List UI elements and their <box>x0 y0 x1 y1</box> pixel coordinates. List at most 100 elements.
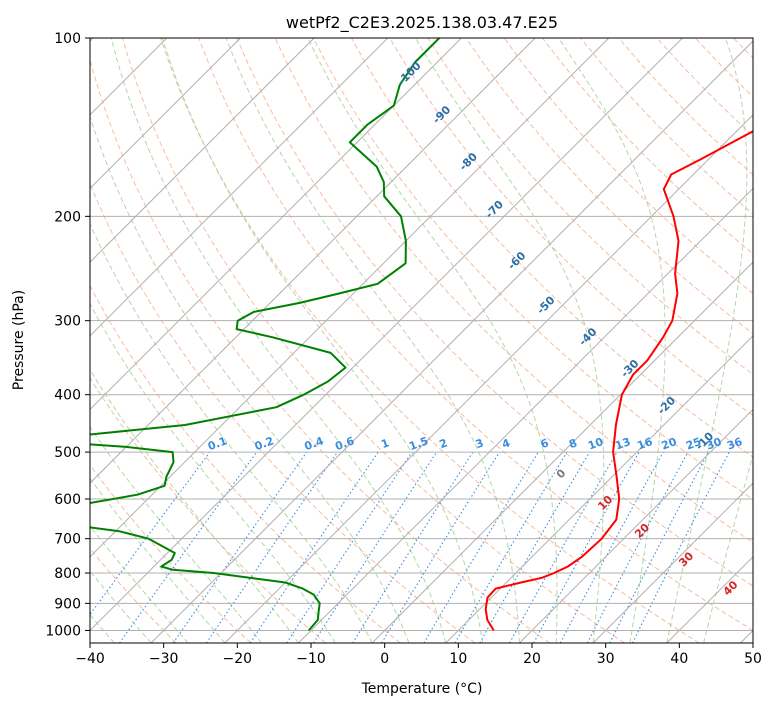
mixing-ratio-label: 6 <box>539 436 551 451</box>
mixing-ratio-line <box>533 451 640 643</box>
isotherm <box>298 187 753 643</box>
dry-adiabat <box>312 38 753 500</box>
mixing-ratio-label: 36 <box>725 435 744 453</box>
y-tick-label: 800 <box>54 566 81 582</box>
isotherm <box>90 38 462 411</box>
dry-adiabat <box>427 38 753 375</box>
y-tick-label: 400 <box>54 388 81 404</box>
y-axis-label: Pressure (hPa) <box>11 290 27 390</box>
x-tick-label: −20 <box>223 651 253 667</box>
isotherm <box>90 38 389 337</box>
mixing-ratio-label: 1.5 <box>407 434 430 453</box>
isotherm <box>90 38 241 190</box>
x-tick-label: 30 <box>597 651 615 667</box>
mixing-ratio-line <box>205 451 338 643</box>
moist-adiabat <box>225 38 520 643</box>
x-axis-label: Temperature (°C) <box>361 681 483 697</box>
y-tick-label: 600 <box>54 492 81 508</box>
dry-adiabat <box>90 463 252 643</box>
moist-adiabat <box>703 452 753 643</box>
moist-adiabat <box>307 38 558 643</box>
dewpoint-line <box>90 38 441 632</box>
x-tick-label: −40 <box>75 651 105 667</box>
temperature-line <box>484 130 753 631</box>
moist-adiabat <box>161 38 484 643</box>
isotherm <box>445 335 753 643</box>
dry-adiabat <box>90 58 550 643</box>
mixing-ratio-label: 2 <box>438 436 450 451</box>
mixing-ratio-label: 25 <box>684 435 703 452</box>
dry-adiabat <box>121 38 625 643</box>
moist-adiabat <box>90 302 336 643</box>
x-tick-label: 40 <box>670 651 688 667</box>
y-tick-label: 900 <box>54 596 81 612</box>
mixing-ratio-line <box>352 451 474 643</box>
y-tick-label: 200 <box>54 209 81 225</box>
mixing-ratio-label: 3 <box>474 436 486 451</box>
moist-adiabat <box>558 38 666 643</box>
x-tick-label: −30 <box>149 651 179 667</box>
mixing-ratio-label: 0.2 <box>253 434 276 453</box>
isotherm <box>224 114 753 643</box>
dry-adiabat <box>90 377 326 643</box>
mixing-ratio-label: 4 <box>500 436 512 451</box>
dry-adiabat <box>198 38 753 631</box>
background-lines <box>90 38 753 643</box>
isotherm <box>371 261 753 643</box>
mixing-ratio-line <box>286 451 413 643</box>
mixing-ratio-label: 0.1 <box>206 434 229 453</box>
isotherm <box>90 38 536 484</box>
y-tick-label: 700 <box>54 532 81 548</box>
mixing-ratio-label: 13 <box>613 435 632 452</box>
mixing-ratio-label: 0.4 <box>303 434 326 453</box>
y-tick-label: 1000 <box>45 623 81 639</box>
moist-adiabat <box>90 477 226 643</box>
y-tick-label: 300 <box>54 314 81 330</box>
x-tick-label: 50 <box>744 651 762 667</box>
dry-adiabat <box>236 38 753 587</box>
mixing-ratio-label: 0.6 <box>333 434 356 453</box>
axis-ticks: −40 −30 −20 −10 0 10 20 30 40 5010020030040050060… <box>45 31 762 667</box>
mixing-ratio-label: 16 <box>635 435 654 453</box>
dry-adiabat <box>503 38 753 295</box>
mixing-ratio-line <box>632 451 730 643</box>
moist-adiabat <box>110 38 447 643</box>
moist-adiabat <box>90 222 373 643</box>
isotherm <box>150 40 753 643</box>
mixing-ratio-label: 20 <box>660 435 679 453</box>
isotherm <box>90 38 683 632</box>
dry-adiabat <box>389 38 753 417</box>
chart-title: wetPf2_C2E3.2025.138.03.47.E25 <box>286 13 558 33</box>
y-tick-label: 500 <box>54 445 81 461</box>
y-tick-label: 100 <box>54 31 81 47</box>
moist-adiabat <box>666 38 748 643</box>
isotherm <box>519 408 753 643</box>
mixing-ratio-label: 1 <box>379 436 391 451</box>
mixing-ratio-line <box>313 451 438 643</box>
isotherm <box>90 38 610 558</box>
mixing-ratio-line <box>559 451 664 643</box>
dry-adiabat <box>90 182 476 643</box>
x-tick-label: −10 <box>296 651 326 667</box>
mixing-ratio-line <box>249 451 379 643</box>
isotherm <box>90 38 315 263</box>
mixing-ratio-line <box>172 451 308 643</box>
mixing-ratio-line <box>90 451 211 616</box>
mixing-ratio-label: 8 <box>567 436 579 451</box>
mixing-ratio-label: 10 <box>586 435 605 453</box>
x-tick-label: 0 <box>380 651 389 667</box>
x-tick-label: 20 <box>523 651 541 667</box>
mixing-ratio-line <box>119 451 258 643</box>
mixing-ratio-line <box>509 451 618 643</box>
profile-lines <box>90 38 753 632</box>
x-tick-label: 10 <box>449 651 467 667</box>
plot-frame <box>89 37 754 644</box>
moist-adiabat <box>90 425 263 643</box>
moist-adiabat <box>415 38 605 643</box>
dry-adiabat <box>90 547 177 643</box>
isotherm <box>592 482 753 643</box>
mixing-ratio-line <box>381 451 500 643</box>
mixing-ratio-label: 30 <box>705 435 724 453</box>
